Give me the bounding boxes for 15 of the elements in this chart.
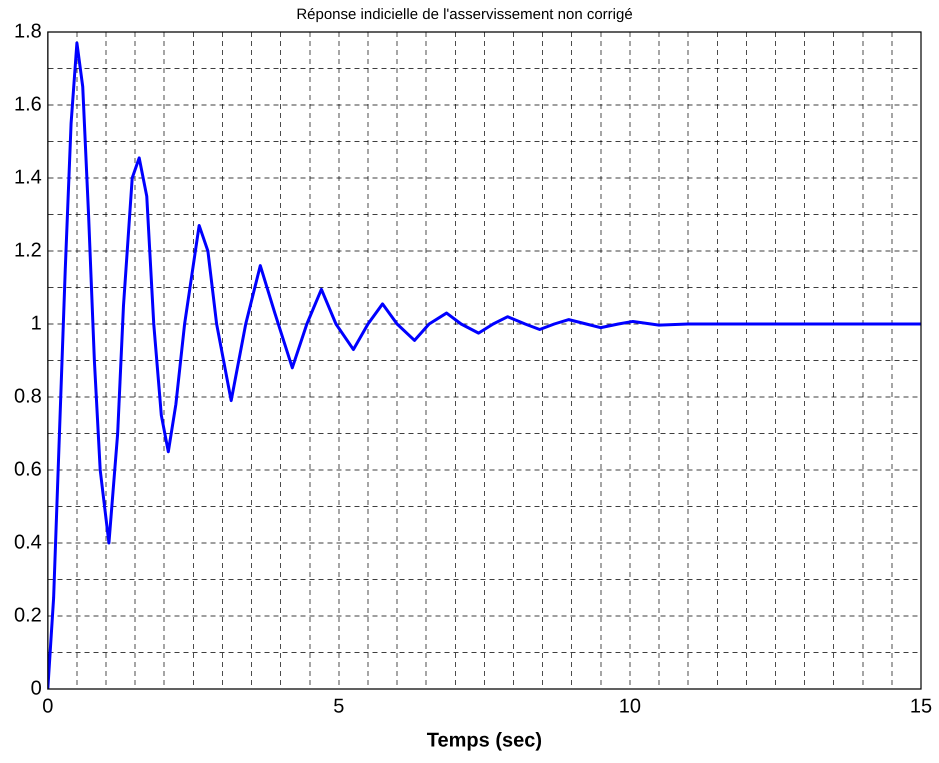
y-tick-label: 1 <box>30 312 42 335</box>
y-tick-label: 1.2 <box>14 240 42 262</box>
x-tick-label: 10 <box>618 696 642 718</box>
x-tick-label: 5 <box>333 696 344 718</box>
y-tick-label: 0.2 <box>14 604 42 627</box>
chart-title: Réponse indicielle de l'asservissement non corrigé <box>296 6 633 24</box>
y-tick-label: 0 <box>30 678 42 700</box>
y-tick-label: 1.6 <box>14 94 42 116</box>
y-tick-label: 0.8 <box>14 386 42 408</box>
x-axis-title: Temps (sec) <box>426 730 542 752</box>
y-tick-label: 0.4 <box>14 532 42 554</box>
y-tick-label: 1.4 <box>14 166 42 189</box>
x-tick-label: 15 <box>910 696 932 718</box>
y-tick-label: 0.6 <box>14 458 42 481</box>
y-tick-label: 1.8 <box>14 20 42 43</box>
